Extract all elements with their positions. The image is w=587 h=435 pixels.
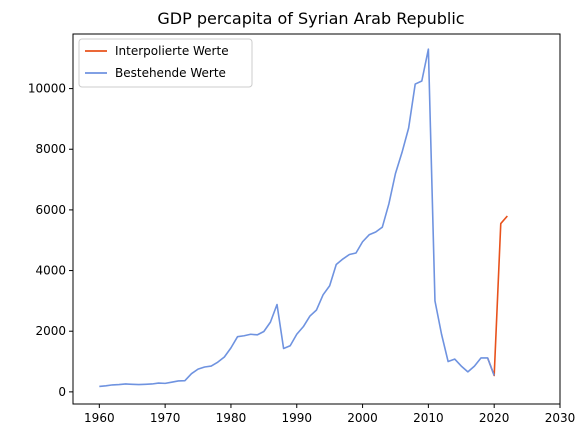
x-tick-label: 2020 <box>479 411 510 425</box>
plot-frame <box>72 33 561 405</box>
y-tick-label: 10000 <box>28 82 66 96</box>
x-tick-label: 2030 <box>545 411 576 425</box>
legend-box <box>78 38 253 88</box>
y-axis: 0 2000 4000 6000 8000 10000 <box>28 82 73 399</box>
x-tick-label: 1960 <box>84 411 115 425</box>
x-tick-label: 2010 <box>413 411 444 425</box>
chart-title: GDP percapita of Syrian Arab Republic <box>157 9 464 28</box>
plot-lines <box>99 48 508 388</box>
series-line-0 <box>486 215 508 377</box>
x-tick-label: 1980 <box>216 411 247 425</box>
legend-label-1: Bestehende Werte <box>115 66 226 80</box>
y-tick-label: 2000 <box>35 324 66 338</box>
x-tick-label: 1990 <box>281 411 312 425</box>
y-tick-label: 6000 <box>35 203 66 217</box>
series-line-1 <box>99 48 495 388</box>
y-tick-label: 0 <box>58 385 66 399</box>
x-tick-label: 2000 <box>347 411 378 425</box>
x-tick-label: 1970 <box>150 411 181 425</box>
y-tick-label: 8000 <box>35 142 66 156</box>
legend: Interpolierte Werte Bestehende Werte <box>78 38 253 88</box>
x-axis: 1960 1970 1980 1990 2000 2010 2020 2030 <box>84 404 575 425</box>
y-tick-label: 4000 <box>35 264 66 278</box>
legend-label-0: Interpolierte Werte <box>115 44 229 58</box>
